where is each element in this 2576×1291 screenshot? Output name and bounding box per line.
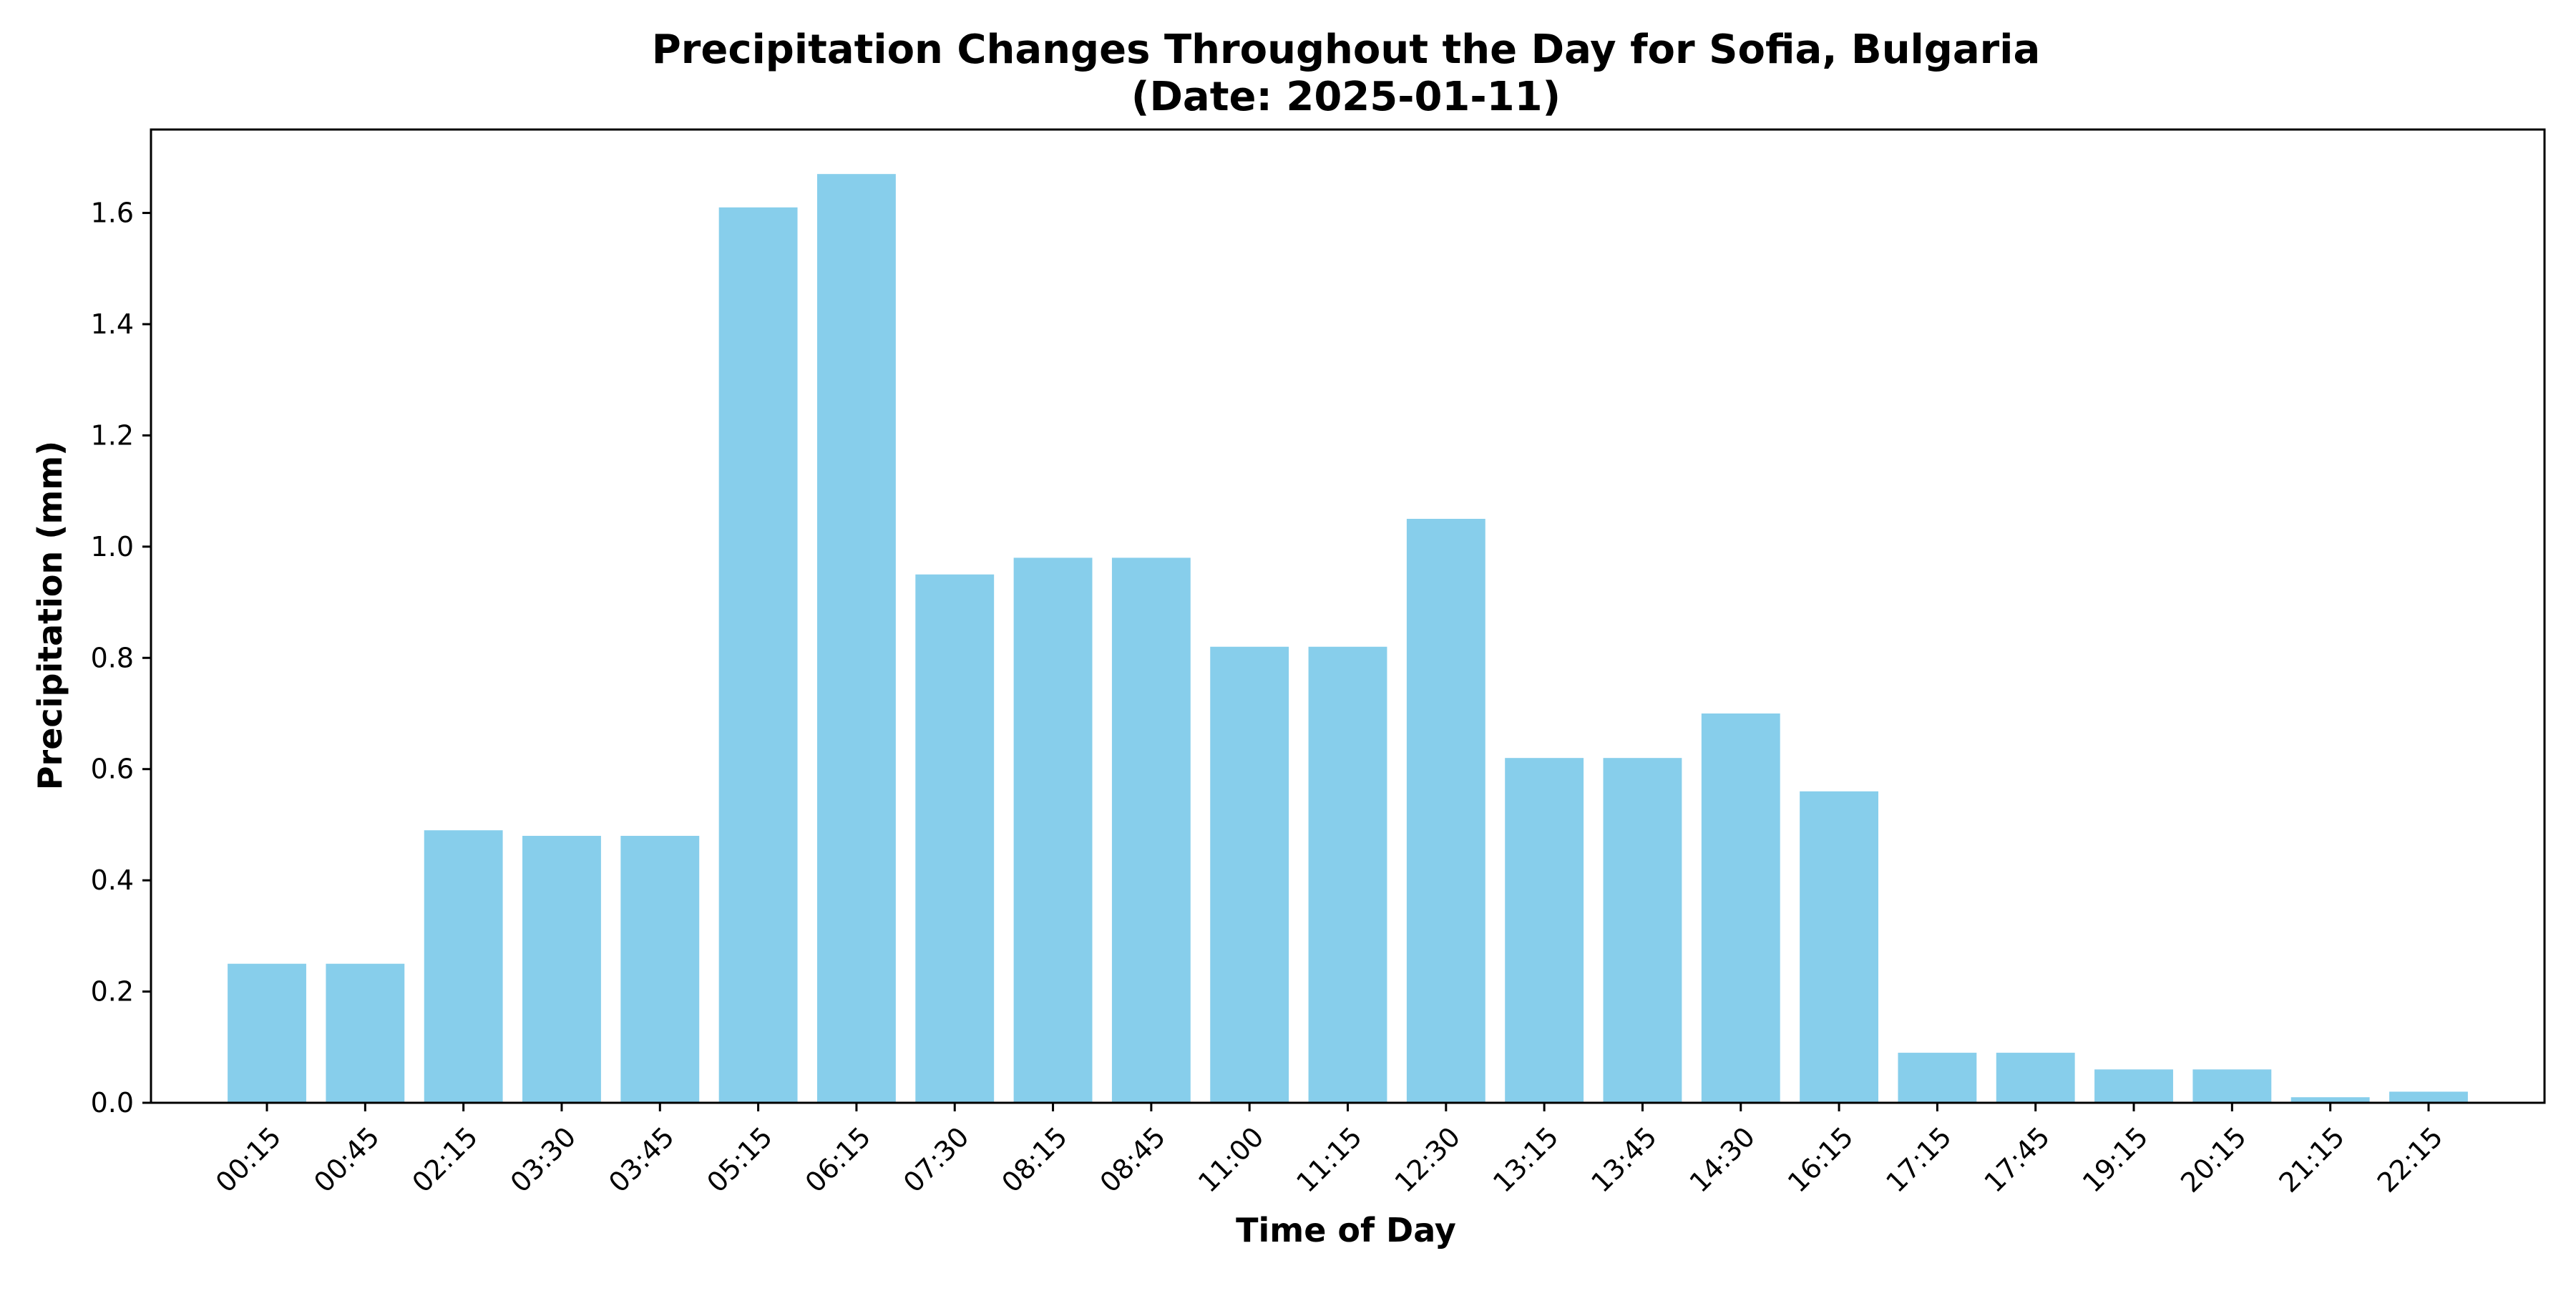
bar-2115 [2290, 1097, 2370, 1103]
bar-1230 [1406, 519, 1485, 1103]
chart-title: Precipitation Changes Throughout the Day… [652, 26, 2040, 73]
bar-1430 [1701, 713, 1780, 1103]
bar-2015 [2192, 1069, 2272, 1103]
chart-subtitle: (Date: 2025-01-11) [1131, 74, 1561, 120]
bars-group [228, 174, 2468, 1104]
bar-0815 [1013, 557, 1093, 1103]
bar-0015 [228, 963, 306, 1103]
y-axis-label: Precipitation (mm) [31, 441, 69, 790]
bar-1115 [1308, 646, 1387, 1103]
y-axis-ticks: 0.0 0.2 0.4 0.6 0.8 1.0 1.2 1.4 1.6 [91, 198, 151, 1119]
bar-2215 [2389, 1091, 2468, 1103]
y-tick-label: 1.6 [91, 198, 134, 229]
y-tick-label: 1.0 [91, 531, 134, 562]
bar-1615 [1800, 791, 1879, 1103]
y-tick-label: 0.0 [91, 1087, 134, 1119]
y-tick-label: 0.6 [91, 754, 134, 785]
y-tick-label: 0.2 [91, 976, 134, 1008]
y-tick-label: 1.2 [91, 419, 134, 451]
bar-0045 [326, 963, 405, 1103]
bar-1745 [1996, 1053, 2075, 1103]
y-tick-label: 0.4 [91, 864, 134, 896]
bar-1315 [1505, 758, 1584, 1103]
plot-frame [150, 128, 2546, 1104]
bar-0730 [915, 574, 995, 1103]
x-axis-label: Time of Day [1236, 1211, 1456, 1249]
bar-1715 [1898, 1053, 1977, 1103]
bar-0215 [424, 830, 503, 1103]
y-tick-label: 1.4 [91, 308, 134, 340]
bar-1345 [1603, 758, 1682, 1103]
bar-0345 [620, 835, 700, 1103]
bar-0845 [1111, 557, 1191, 1103]
bar-1915 [2094, 1069, 2173, 1103]
bar-0330 [522, 835, 601, 1103]
y-tick-label: 0.8 [91, 642, 134, 673]
bar-0615 [816, 174, 896, 1104]
bar-1100 [1210, 646, 1289, 1103]
bar-0515 [718, 207, 798, 1103]
